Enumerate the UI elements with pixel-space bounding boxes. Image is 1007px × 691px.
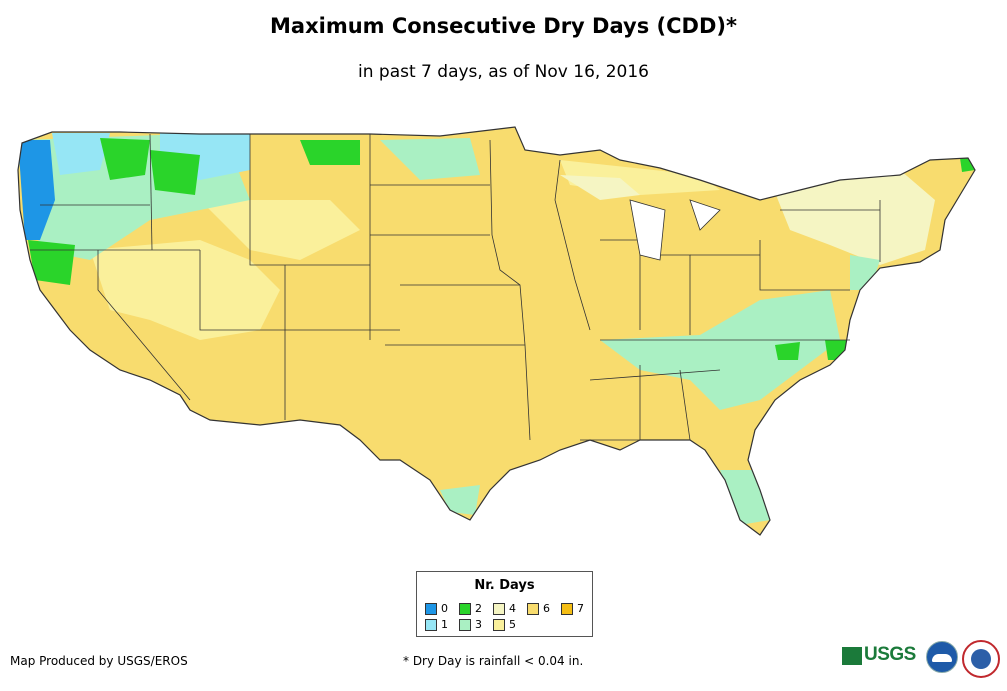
class-3-south-texas <box>440 485 480 515</box>
legend-label-4: 4 <box>509 602 516 615</box>
state-borders <box>30 133 881 441</box>
class-5-wyoming <box>200 200 360 260</box>
dry-day-note: * Dry Day is rainfall < 0.04 in. <box>403 654 584 668</box>
class-2-n-california <box>28 240 75 285</box>
class-2-montana <box>150 150 200 195</box>
legend-swatch-2 <box>459 603 471 615</box>
legend-label-5: 5 <box>509 618 516 631</box>
legend-swatch-4 <box>493 603 505 615</box>
class-2-cascades <box>100 138 150 180</box>
great-lakes <box>629 199 721 261</box>
class-3-north-dakota <box>380 138 480 180</box>
class-1-washington <box>52 133 110 175</box>
legend-swatch-6 <box>527 603 539 615</box>
legend-label-3: 3 <box>475 618 482 631</box>
legend-label-2: 2 <box>475 602 482 615</box>
map-title: Maximum Consecutive Dry Days (CDD)* <box>270 14 737 38</box>
legend-swatch-3 <box>459 619 471 631</box>
legend: Nr. Days 0 1 2 3 4 5 6 7 <box>416 571 593 637</box>
credit-text: Map Produced by USGS/EROS <box>10 654 188 668</box>
legend-swatch-5 <box>493 619 505 631</box>
legend-swatch-0 <box>425 603 437 615</box>
legend-label-7: 7 <box>577 602 584 615</box>
class-4-upper-midwest <box>560 175 640 200</box>
class-3-southeast <box>600 290 840 410</box>
class-2-central-montana <box>300 140 360 165</box>
class-0-coast <box>18 140 55 240</box>
nws-logo-icon <box>962 640 1000 678</box>
legend-label-0: 0 <box>441 602 448 615</box>
noaa-logo-icon <box>926 641 958 673</box>
us-map <box>17 126 976 536</box>
usgs-wordmark: USGS <box>864 644 916 665</box>
class-2-north-carolina <box>775 342 800 360</box>
legend-label-6: 6 <box>543 602 550 615</box>
usgs-wave-icon <box>842 647 862 665</box>
usgs-logo: USGS <box>842 644 918 668</box>
class-4-northeast <box>770 170 935 265</box>
legend-label-1: 1 <box>441 618 448 631</box>
legend-swatch-7 <box>561 603 573 615</box>
legend-title: Nr. Days <box>474 578 535 593</box>
legend-swatch-1 <box>425 619 437 631</box>
map-subtitle: in past 7 days, as of Nov 16, 2016 <box>358 62 649 82</box>
class-5-west <box>90 240 280 340</box>
us-outline <box>17 126 976 536</box>
